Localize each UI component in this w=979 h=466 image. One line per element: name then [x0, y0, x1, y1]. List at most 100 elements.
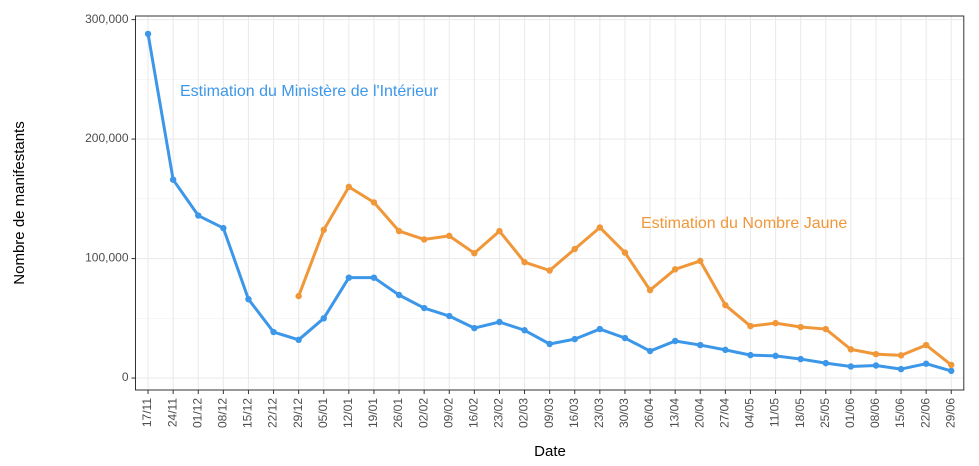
- point: [621, 334, 629, 342]
- point: [671, 337, 679, 345]
- x-tick-label: 25/05: [818, 398, 832, 428]
- x-tick-label: 23/02: [492, 398, 506, 428]
- point: [847, 346, 855, 353]
- point: [420, 236, 428, 243]
- y-tick-label: 0: [122, 370, 129, 384]
- x-tick-label: 26/01: [391, 398, 405, 428]
- point: [370, 274, 378, 281]
- point: [747, 322, 754, 330]
- point: [144, 30, 152, 38]
- point: [546, 267, 553, 274]
- point: [948, 367, 955, 375]
- point: [922, 360, 930, 367]
- point: [320, 226, 327, 234]
- x-axis-title: Date: [534, 443, 566, 460]
- point: [772, 352, 779, 360]
- point: [722, 301, 729, 309]
- x-tick-label: 08/06: [868, 398, 882, 428]
- x-tick-label: 30/03: [617, 398, 631, 428]
- x-tick-label: 02/03: [517, 398, 531, 428]
- x-tick-label: 01/06: [843, 398, 857, 428]
- x-tick-label: 23/03: [592, 398, 606, 428]
- point: [847, 363, 855, 370]
- x-tick-label: 22/12: [266, 398, 280, 428]
- x-tick-label: 06/04: [642, 398, 656, 428]
- point: [822, 325, 829, 333]
- point: [195, 212, 202, 219]
- x-tick-label: 16/03: [567, 398, 581, 428]
- x-tick-label: 19/01: [366, 398, 380, 428]
- x-tick-label: 09/02: [441, 398, 455, 428]
- point: [646, 347, 654, 355]
- x-tick-label: 01/12: [190, 398, 204, 428]
- x-tick-label: 13/04: [667, 398, 681, 428]
- point: [872, 362, 880, 369]
- point: [697, 341, 704, 349]
- y-tick-label: 100,000: [85, 251, 129, 265]
- series-label: Estimation du Ministère de l'Intérieur: [180, 83, 439, 100]
- point: [446, 312, 453, 320]
- point: [897, 365, 905, 373]
- point: [521, 327, 528, 334]
- x-tick-label: 29/06: [943, 398, 957, 428]
- y-axis-title: Nombre de manifestants: [11, 121, 28, 284]
- point: [420, 304, 428, 312]
- x-tick-label: 29/12: [291, 398, 305, 428]
- x-tick-label: 18/05: [793, 398, 807, 428]
- x-tick-label: 15/12: [241, 398, 255, 428]
- x-tick-label: 22/06: [918, 398, 932, 428]
- point: [245, 295, 252, 303]
- point: [621, 249, 629, 256]
- x-tick-label: 12/01: [341, 398, 355, 428]
- point: [471, 249, 478, 257]
- x-tick-label: 20/04: [692, 398, 706, 428]
- point: [270, 328, 277, 336]
- point: [722, 346, 729, 354]
- point: [596, 325, 604, 333]
- point: [822, 359, 829, 367]
- point: [897, 352, 905, 359]
- point: [697, 257, 704, 265]
- point: [797, 323, 804, 331]
- x-tick-label: 24/11: [165, 398, 179, 427]
- point: [370, 199, 378, 206]
- point: [797, 355, 804, 363]
- point: [646, 286, 654, 294]
- point: [872, 350, 880, 358]
- point: [571, 245, 578, 253]
- x-tick-label: 09/03: [542, 398, 556, 428]
- point: [320, 315, 327, 322]
- point: [345, 274, 353, 281]
- point: [295, 292, 302, 300]
- point: [496, 318, 503, 326]
- point: [446, 232, 453, 240]
- point: [496, 227, 503, 235]
- x-tick-label: 05/01: [316, 398, 330, 428]
- x-tick-label: 08/12: [216, 398, 230, 428]
- point: [395, 291, 403, 299]
- point: [220, 224, 227, 232]
- point: [772, 319, 779, 327]
- point: [747, 351, 754, 359]
- point: [596, 224, 604, 231]
- point: [395, 227, 403, 235]
- x-tick-label: 04/05: [743, 398, 757, 428]
- series-label: Estimation du Nombre Jaune: [641, 215, 847, 232]
- point: [521, 258, 528, 266]
- point: [295, 336, 302, 344]
- point: [345, 183, 353, 191]
- point: [948, 361, 955, 369]
- x-tick-label: 15/06: [893, 398, 907, 428]
- point: [571, 335, 578, 343]
- y-tick-label: 300,000: [85, 12, 129, 26]
- point: [922, 341, 930, 349]
- x-tick-label: 02/02: [416, 398, 430, 428]
- x-tick-label: 11/05: [768, 398, 782, 427]
- point: [546, 340, 553, 348]
- point: [671, 266, 679, 273]
- point: [169, 176, 177, 183]
- y-tick-label: 200,000: [85, 131, 129, 145]
- panel-border: [135, 15, 965, 391]
- x-tick-label: 27/04: [718, 398, 732, 428]
